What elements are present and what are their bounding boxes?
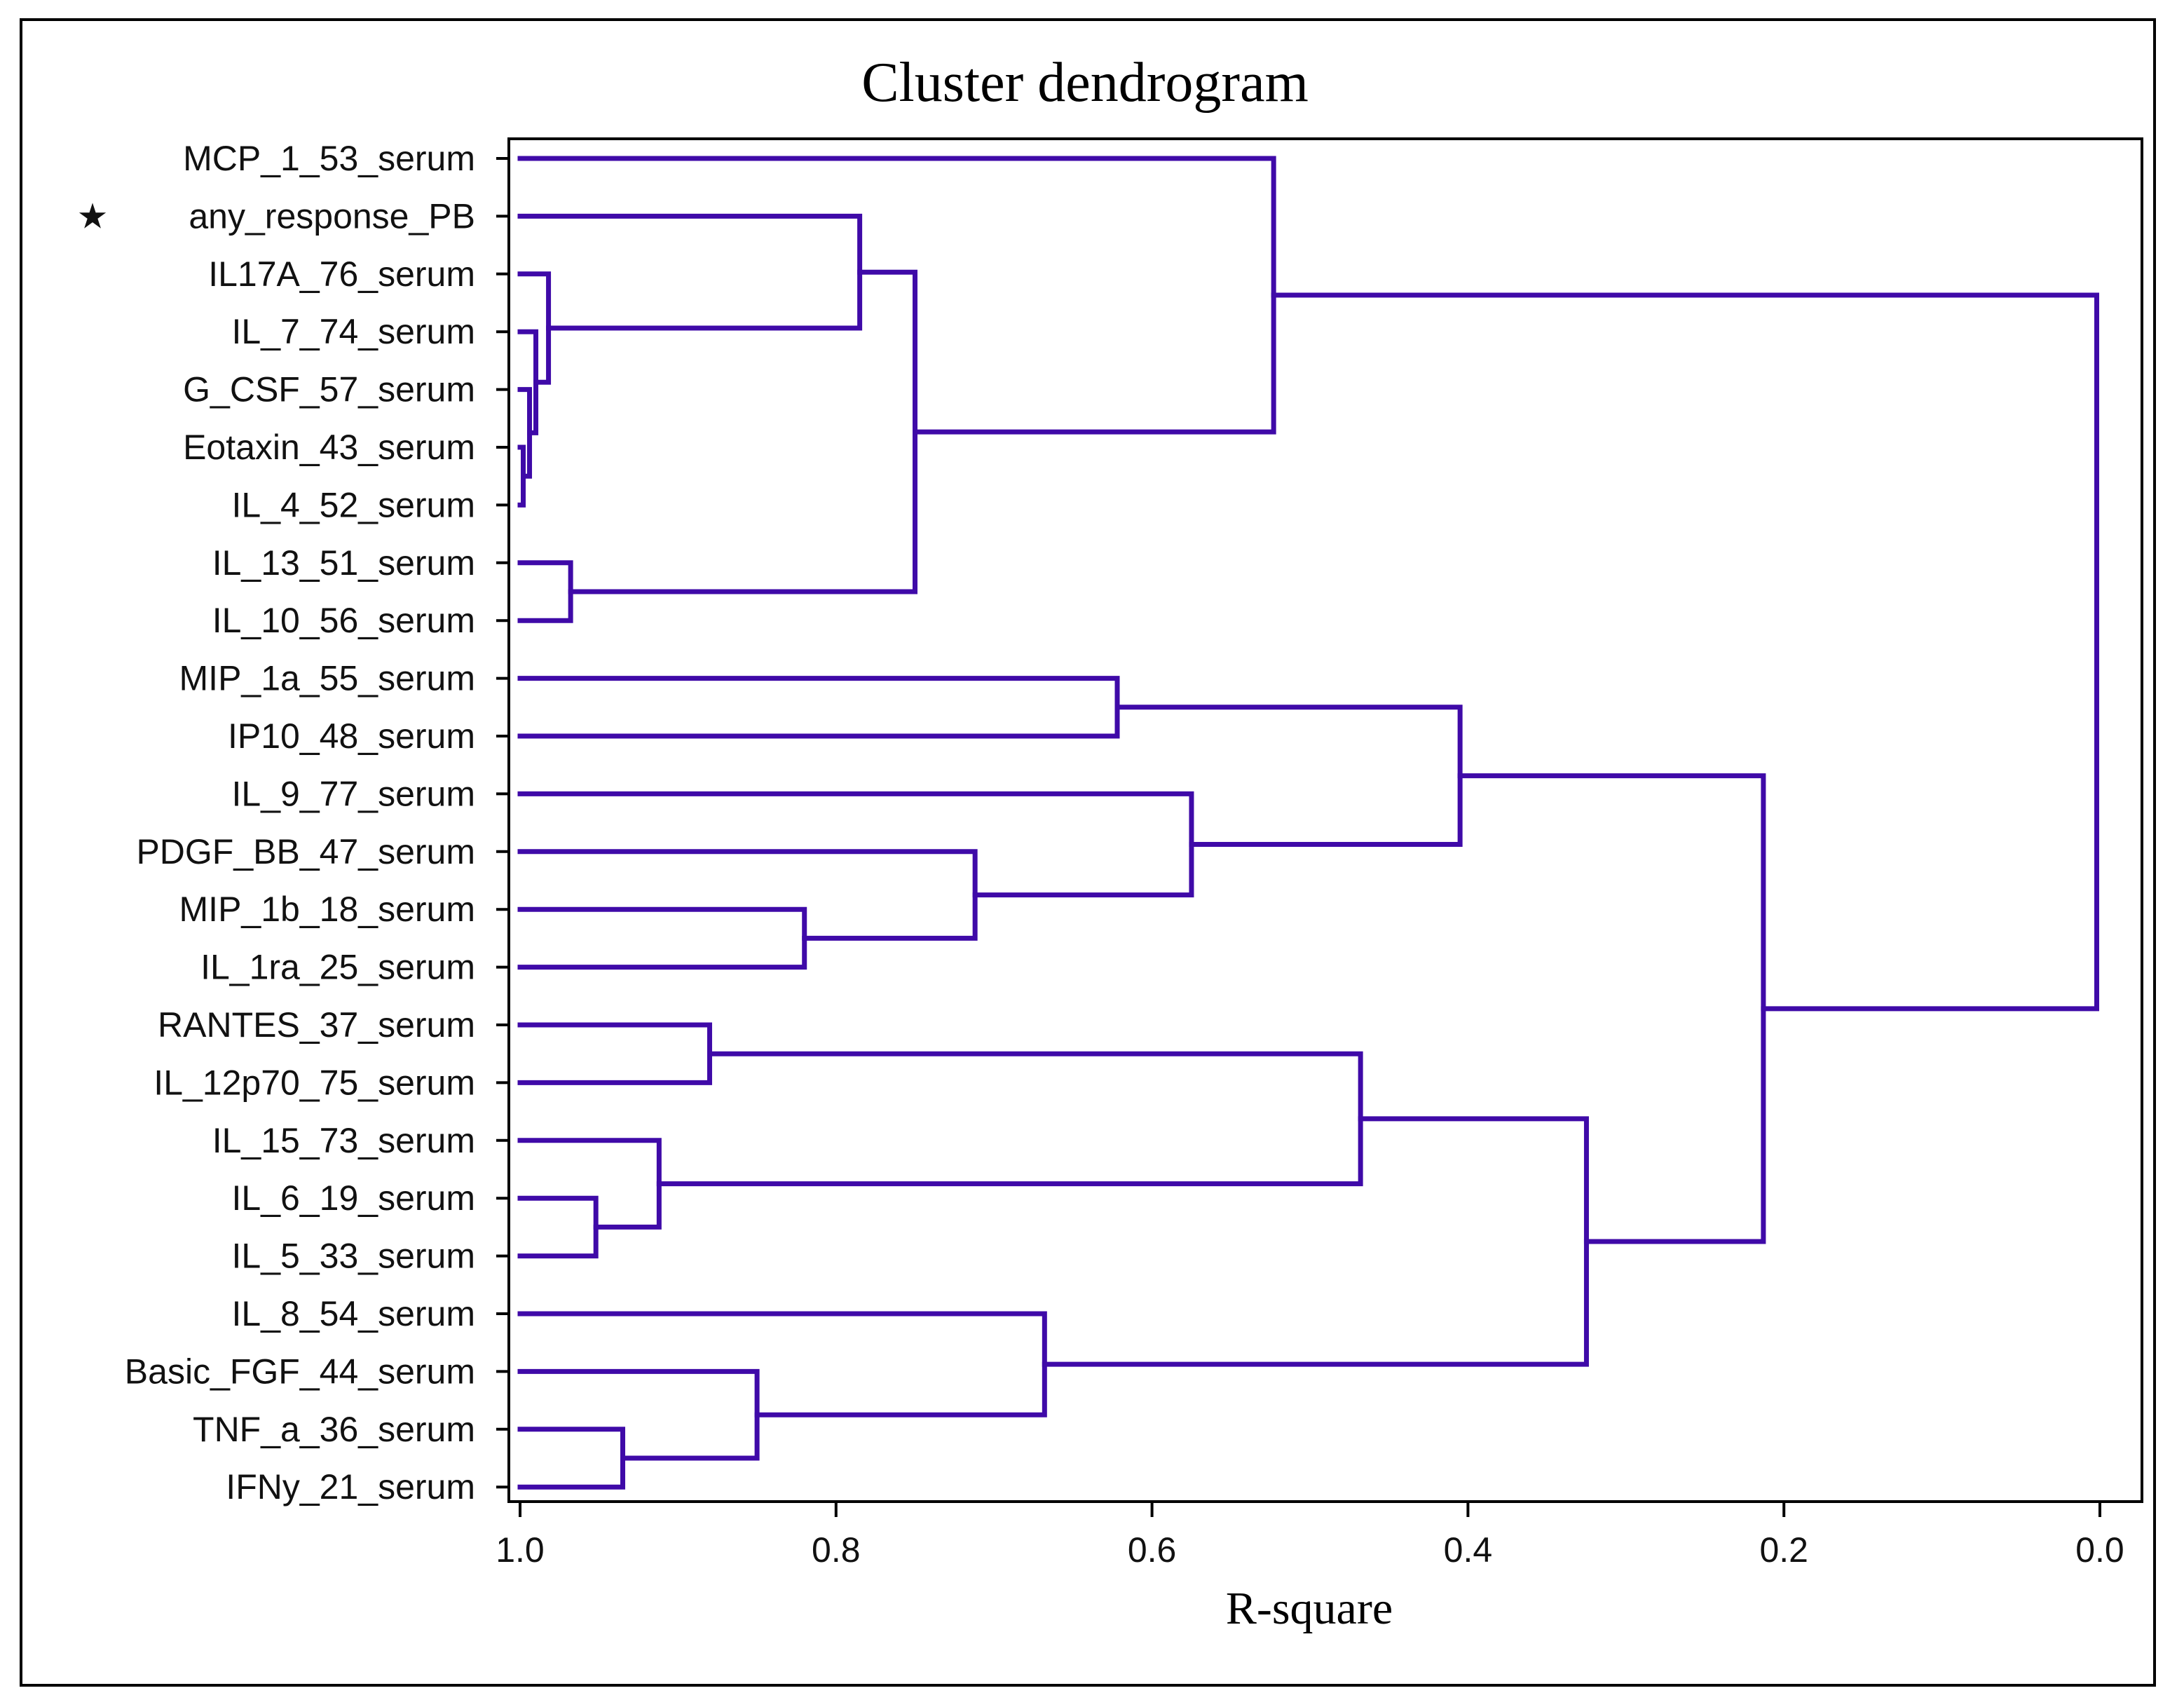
leaf-label: IL_13_51_serum <box>212 543 475 583</box>
leaf-label: PDGF_BB_47_serum <box>136 832 475 871</box>
plot-area <box>507 137 2143 1503</box>
y-axis-ticks <box>496 157 509 1489</box>
branch-m13 <box>1114 705 1463 847</box>
leaf-label: MIP_1b_18_serum <box>179 890 475 929</box>
branch-m16 <box>517 1138 662 1230</box>
x-tick-label: 0.4 <box>1444 1530 1493 1570</box>
leaf-label: any_response_PB <box>189 196 475 236</box>
leaf-label: IL_15_73_serum <box>212 1121 475 1160</box>
leaf-label: IL_8_54_serum <box>232 1294 475 1333</box>
leaf-label: IL_7_74_serum <box>232 312 475 351</box>
x-tick-label: 0.0 <box>2075 1530 2124 1570</box>
leaf-label: IL_1ra_25_serum <box>200 948 475 987</box>
branch-m19 <box>517 1368 760 1461</box>
leaf-label: TNF_a_36_serum <box>193 1410 475 1449</box>
leaf-label: IFNy_21_serum <box>226 1467 475 1507</box>
branch-m12 <box>517 791 1194 898</box>
leaf-label: IL_10_56_serum <box>212 601 475 640</box>
leaf-label: IL_12p70_75_serum <box>153 1063 475 1102</box>
branch-m7 <box>568 269 917 594</box>
branch-m14 <box>517 1022 712 1085</box>
leaf-labels: MCP_1_53_serum any_response_PB ★ IL17A_76_s… <box>77 139 475 1507</box>
dendrogram-chart: Cluster dendrogram MCP_1_53_serum any_res… <box>77 52 2143 1634</box>
branch-m5 <box>517 560 573 623</box>
x-tick-label: 0.8 <box>812 1530 861 1570</box>
leaf-label: RANTES_37_serum <box>158 1005 475 1045</box>
leaf-label: Eotaxin_43_serum <box>183 428 475 467</box>
branch-m8 <box>517 156 1276 435</box>
x-tick-label: 1.0 <box>496 1530 545 1570</box>
branch-m17 <box>656 1051 1363 1187</box>
leaf-label: MCP_1_53_serum <box>183 139 475 178</box>
leaf-label: Basic_FGF_44_serum <box>125 1352 475 1391</box>
x-axis: 1.0 0.8 0.6 0.4 0.2 0.0 <box>496 1502 2124 1570</box>
branch-m20 <box>517 1311 1047 1417</box>
branch-m6 <box>517 213 863 331</box>
branch-m18 <box>517 1427 626 1490</box>
chart-title: Cluster dendrogram <box>861 52 1309 114</box>
leaf-label: IL_5_33_serum <box>232 1237 475 1276</box>
branch-m11 <box>517 849 978 941</box>
branch-m9 <box>517 676 1120 739</box>
branch-m15 <box>517 1195 599 1259</box>
leaf-label: MIP_1a_55_serum <box>179 659 475 698</box>
x-tick-label: 0.2 <box>1759 1530 1808 1570</box>
figure-frame: Cluster dendrogram MCP_1_53_serum any_res… <box>20 18 2156 1687</box>
leaf-label: IL_6_19_serum <box>232 1178 475 1218</box>
branch-m22 <box>1457 773 1766 1244</box>
leaf-label: IP10_48_serum <box>228 716 475 756</box>
leaf-label: IL_9_77_serum <box>232 774 475 813</box>
x-axis-title: R-square <box>1226 1583 1393 1634</box>
branch-m21 <box>1042 1116 1589 1367</box>
star-marker-icon: ★ <box>77 196 109 236</box>
leaf-label: IL17A_76_serum <box>208 254 475 294</box>
dendrogram-branches <box>517 156 2099 1490</box>
leaf-label: IL_4_52_serum <box>232 485 475 524</box>
branch-m10 <box>517 906 807 970</box>
branch-m23 <box>1271 292 2099 1012</box>
x-tick-label: 0.6 <box>1128 1530 1177 1570</box>
leaf-label: G_CSF_57_serum <box>183 370 475 409</box>
